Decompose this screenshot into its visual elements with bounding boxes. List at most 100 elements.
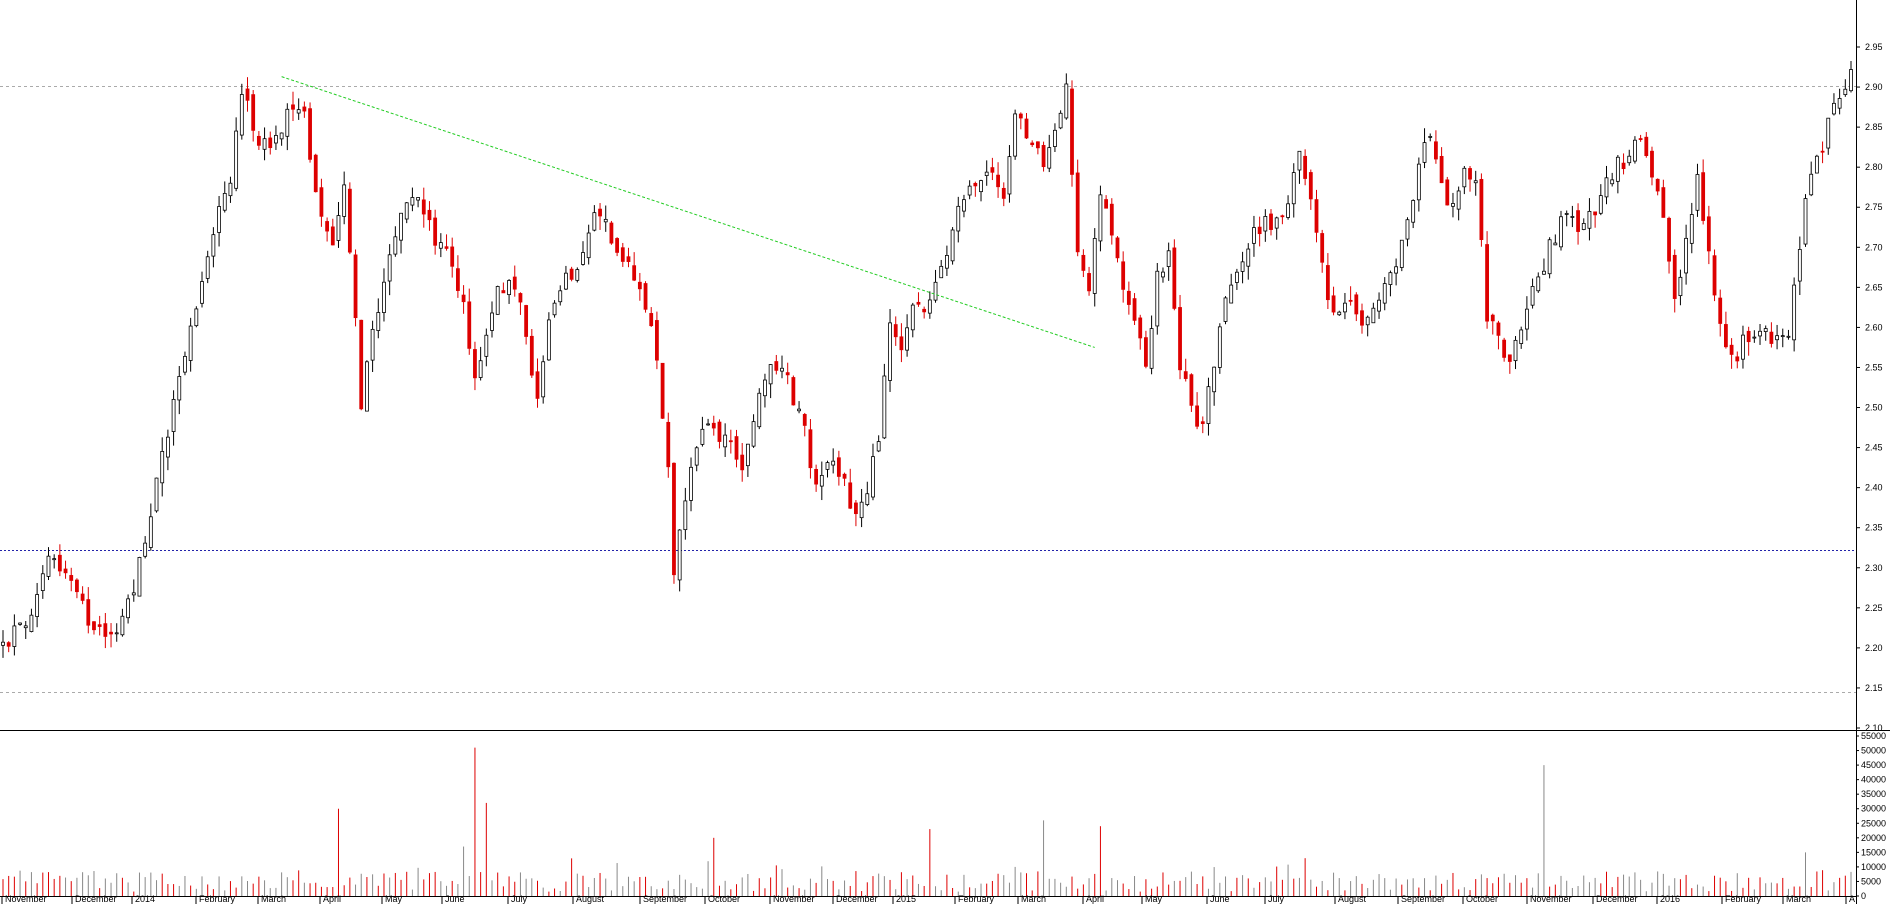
candle bbox=[308, 102, 312, 163]
candle-body bbox=[1360, 310, 1364, 326]
candle-body bbox=[1837, 98, 1842, 109]
candle-body bbox=[330, 226, 335, 246]
candle-body bbox=[1809, 173, 1814, 196]
candle-body bbox=[131, 592, 136, 596]
candle-body bbox=[1229, 284, 1234, 304]
candle-body bbox=[1018, 113, 1023, 119]
candle bbox=[1138, 314, 1143, 350]
candle-body bbox=[552, 302, 557, 316]
candle-body bbox=[1672, 254, 1677, 299]
candle bbox=[905, 314, 909, 357]
candle-body bbox=[467, 301, 472, 349]
candle-body bbox=[1234, 271, 1239, 283]
candle bbox=[512, 265, 517, 297]
candle-body bbox=[888, 322, 892, 381]
candle bbox=[552, 300, 557, 318]
candle bbox=[228, 176, 233, 203]
candle bbox=[1343, 292, 1347, 320]
candle bbox=[882, 363, 887, 440]
candle-body bbox=[632, 265, 637, 281]
candle bbox=[1735, 351, 1740, 369]
candle bbox=[1348, 286, 1353, 306]
candle-body bbox=[1416, 163, 1421, 201]
candle bbox=[1388, 270, 1393, 297]
candle-body bbox=[979, 180, 983, 193]
candle-body bbox=[723, 434, 728, 448]
candle bbox=[177, 366, 182, 415]
candle bbox=[148, 503, 153, 551]
candle-body bbox=[1684, 237, 1689, 274]
candle bbox=[1155, 263, 1160, 335]
candle bbox=[1598, 184, 1603, 216]
candle bbox=[1473, 170, 1478, 196]
candle-body bbox=[626, 256, 631, 262]
candle bbox=[1399, 239, 1404, 272]
candle-body bbox=[501, 290, 506, 294]
y-tick-label: 2.80 bbox=[1865, 162, 1883, 172]
candle bbox=[1468, 166, 1472, 192]
candle bbox=[1763, 325, 1768, 341]
candle bbox=[780, 355, 784, 379]
candle bbox=[1587, 198, 1592, 241]
x-month-label: July bbox=[1268, 894, 1285, 904]
candle-body bbox=[1291, 172, 1296, 205]
candle bbox=[18, 622, 22, 626]
x-month-label: December bbox=[836, 894, 878, 904]
x-month-label: December bbox=[75, 894, 117, 904]
candle bbox=[865, 481, 870, 507]
candle-body bbox=[1695, 174, 1700, 211]
candle-body bbox=[1735, 356, 1740, 362]
candle-body bbox=[700, 428, 705, 445]
candle bbox=[967, 180, 972, 200]
candle bbox=[643, 281, 648, 313]
candle-body bbox=[382, 281, 386, 313]
candle-body bbox=[780, 367, 784, 372]
candle bbox=[1161, 267, 1165, 283]
candle bbox=[1041, 141, 1046, 172]
candle-body bbox=[1559, 216, 1563, 248]
candle bbox=[1780, 328, 1785, 348]
candle-body bbox=[165, 436, 170, 458]
x-month-label: February bbox=[1725, 894, 1762, 904]
candle bbox=[666, 412, 671, 478]
candle-body bbox=[1382, 283, 1387, 304]
candle-body bbox=[1041, 145, 1046, 168]
candle bbox=[1445, 176, 1450, 206]
candle bbox=[46, 547, 51, 581]
candle-body bbox=[1155, 270, 1160, 327]
candle-body bbox=[103, 623, 108, 637]
candle bbox=[1064, 73, 1069, 120]
candle-body bbox=[353, 254, 358, 319]
candle bbox=[1803, 194, 1808, 247]
candle-body bbox=[1564, 213, 1569, 215]
candle-body bbox=[962, 199, 966, 212]
volume-tick-label: 45000 bbox=[1861, 760, 1886, 770]
candle bbox=[1144, 330, 1148, 369]
candle-body bbox=[950, 229, 955, 262]
candle-body bbox=[637, 281, 642, 290]
candle bbox=[1809, 161, 1814, 197]
candle-body bbox=[251, 94, 256, 131]
candle bbox=[1530, 278, 1535, 309]
candle bbox=[1115, 236, 1120, 263]
candle bbox=[1650, 146, 1654, 186]
candle-body bbox=[1183, 371, 1188, 379]
candle bbox=[1752, 330, 1757, 343]
candle bbox=[768, 364, 773, 399]
candle bbox=[933, 269, 938, 303]
candle-body bbox=[1780, 335, 1785, 338]
candle bbox=[649, 307, 654, 327]
x-month-label: 2015 bbox=[896, 894, 916, 904]
candle-body bbox=[706, 423, 710, 426]
candle bbox=[92, 621, 96, 635]
x-month-label: February bbox=[958, 894, 995, 904]
volume-tick-label: 20000 bbox=[1861, 833, 1886, 843]
candle-body bbox=[763, 379, 767, 397]
candle-body bbox=[211, 234, 216, 257]
candle-body bbox=[1746, 330, 1751, 343]
candle-body bbox=[1223, 297, 1228, 322]
candle-body bbox=[1570, 216, 1575, 218]
candle-body bbox=[296, 109, 301, 114]
candle bbox=[1695, 163, 1700, 217]
candle-body bbox=[1627, 155, 1632, 164]
